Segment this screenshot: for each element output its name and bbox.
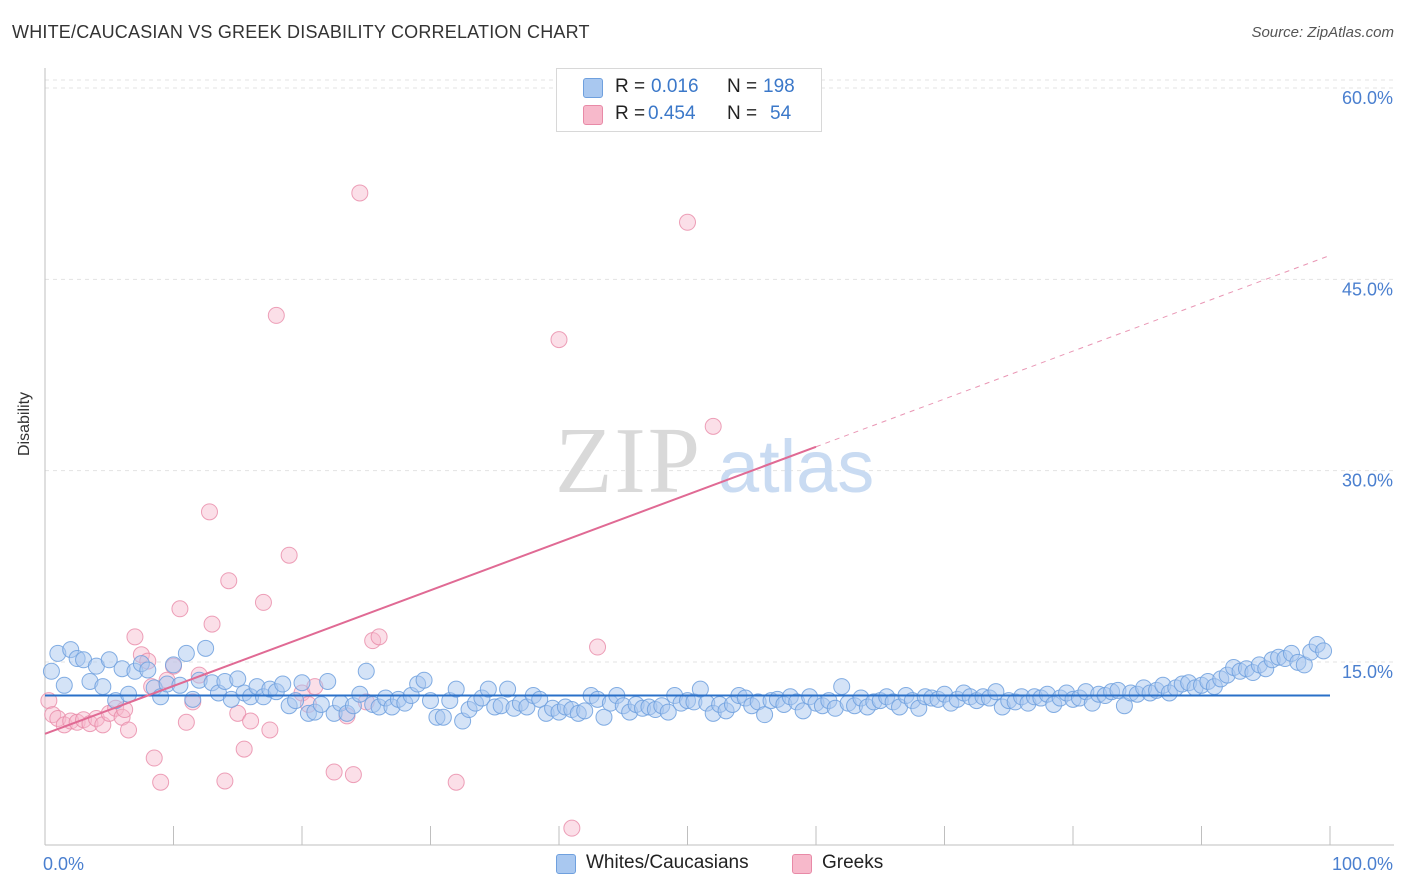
legend-box: R = 0.016 N = 198 R = 0.454 N = 54 xyxy=(556,68,822,132)
whites-point xyxy=(422,692,439,710)
y-tick-label: 60.0% xyxy=(1342,88,1393,108)
whites-point xyxy=(499,680,517,698)
whites-point xyxy=(357,662,375,680)
greeks-point xyxy=(126,628,144,646)
grid-lines xyxy=(45,79,1394,663)
greeks-point xyxy=(679,213,696,231)
whites-point xyxy=(293,674,311,692)
y-tick-label: 30.0% xyxy=(1342,471,1393,491)
whites-point xyxy=(100,651,118,669)
whites-point xyxy=(319,672,337,690)
whites-point xyxy=(287,692,305,710)
legend-row-whites: R = 0.016 N = 198 xyxy=(557,74,821,100)
greeks-point xyxy=(200,503,218,521)
greeks-point xyxy=(120,721,138,739)
legend-swatch-whites xyxy=(583,78,603,98)
whites-point xyxy=(177,644,195,662)
chart-title: WHITE/CAUCASIAN VS GREEK DISABILITY CORR… xyxy=(12,22,590,42)
whites-point xyxy=(794,702,812,720)
whites-point xyxy=(691,680,709,698)
greeks-point xyxy=(235,740,253,758)
whites-points xyxy=(42,635,1333,730)
greeks-point xyxy=(370,628,388,646)
greeks-point xyxy=(267,306,285,324)
legend-r-value: 0.016 xyxy=(651,76,699,97)
legend-n-value: 198 xyxy=(763,76,795,97)
whites-point xyxy=(595,708,613,726)
bottom-legend-swatch-whites xyxy=(556,854,576,874)
whites-point xyxy=(197,639,215,657)
greeks-point xyxy=(216,772,234,790)
greeks-point xyxy=(49,709,67,727)
watermark-zip: ZIP xyxy=(555,409,702,513)
bottom-legend-label-greeks: Greeks xyxy=(822,852,884,873)
greeks-point xyxy=(280,546,298,564)
greeks-point xyxy=(229,704,247,722)
whites-point xyxy=(415,671,433,689)
greeks-point xyxy=(203,615,221,633)
greeks-point xyxy=(563,819,581,837)
y-tick-label: 15.0% xyxy=(1342,662,1393,682)
greeks-point xyxy=(704,417,722,435)
greeks-point xyxy=(220,572,238,590)
legend-r-label: R = xyxy=(615,103,646,124)
whites-point xyxy=(55,676,73,694)
greeks-point xyxy=(40,692,58,710)
y-tick-label: 45.0% xyxy=(1342,279,1393,299)
watermark-atlas: atlas xyxy=(718,425,874,508)
whites-point xyxy=(139,661,157,679)
whites-point xyxy=(1315,642,1333,660)
whites-point xyxy=(42,662,60,680)
legend-n-label: N = xyxy=(727,103,758,124)
greeks-point xyxy=(254,593,272,611)
greeks-point xyxy=(589,638,607,656)
bottom-legend-swatch-greeks xyxy=(792,854,812,874)
whites-point xyxy=(351,685,369,703)
trend-lines xyxy=(44,254,1331,735)
whites-point xyxy=(576,702,594,720)
whites-point xyxy=(274,675,292,693)
whites-point xyxy=(434,708,452,726)
tick-labels: 15.0% 30.0% 45.0% 60.0% 0.0% 100.0% xyxy=(43,88,1393,874)
whites-point xyxy=(659,703,677,721)
greeks-point xyxy=(550,331,568,349)
whites-point xyxy=(184,690,202,708)
greeks-point xyxy=(344,766,362,784)
x-tick-label-max: 100.0% xyxy=(1332,854,1393,874)
bottom-legend-label-whites: Whites/Caucasians xyxy=(586,852,749,873)
greeks-trend-line-extension xyxy=(815,254,1331,448)
whites-point xyxy=(756,706,774,724)
greeks-point xyxy=(261,721,279,739)
greeks-point xyxy=(447,773,465,791)
greeks-point xyxy=(145,749,163,767)
legend-n-value: 54 xyxy=(770,103,792,124)
whites-point xyxy=(479,680,497,698)
whites-point xyxy=(94,678,112,696)
whites-point xyxy=(833,678,851,696)
greeks-point xyxy=(177,713,195,731)
greeks-point xyxy=(242,712,260,730)
greeks-point xyxy=(325,763,343,781)
greeks-trend-line xyxy=(44,445,817,735)
greeks-point xyxy=(171,600,189,618)
legend-r-label: R = xyxy=(615,76,646,97)
legend-row-greeks: R = 0.454 N = 54 xyxy=(557,101,821,127)
watermark: ZIP atlas xyxy=(555,409,874,513)
x-tick-label-min: 0.0% xyxy=(43,854,84,874)
legend-n-label: N = xyxy=(727,76,758,97)
legend-swatch-greeks xyxy=(583,105,603,125)
chart-source: Source: ZipAtlas.com xyxy=(1251,24,1394,41)
whites-point xyxy=(229,670,247,688)
whites-point xyxy=(165,656,182,674)
whites-point xyxy=(447,680,465,698)
greeks-point xyxy=(351,184,369,202)
greeks-point xyxy=(152,773,170,791)
legend-r-value: 0.454 xyxy=(648,103,696,124)
